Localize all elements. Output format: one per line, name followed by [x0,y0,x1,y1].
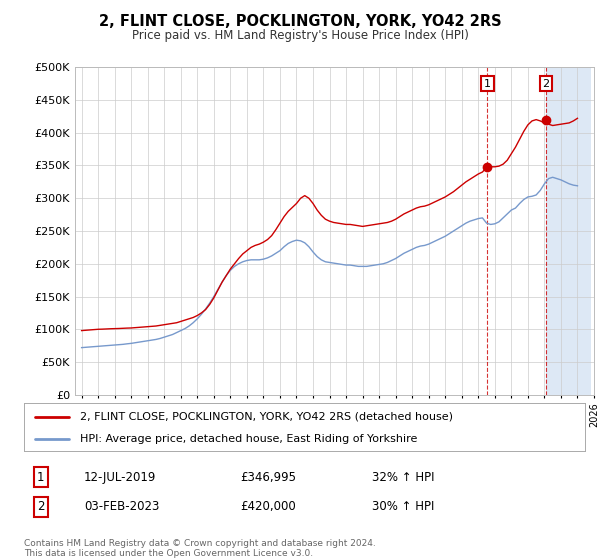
Text: Price paid vs. HM Land Registry's House Price Index (HPI): Price paid vs. HM Land Registry's House … [131,29,469,42]
Bar [546,67,590,395]
Text: Contains HM Land Registry data © Crown copyright and database right 2024.
This d: Contains HM Land Registry data © Crown c… [24,539,376,558]
Text: 2: 2 [37,500,44,514]
Text: HPI: Average price, detached house, East Riding of Yorkshire: HPI: Average price, detached house, East… [80,434,418,444]
Text: £346,995: £346,995 [240,470,296,484]
Text: 2, FLINT CLOSE, POCKLINGTON, YORK, YO42 2RS (detached house): 2, FLINT CLOSE, POCKLINGTON, YORK, YO42 … [80,412,453,422]
Text: 1: 1 [37,470,44,484]
Text: 32% ↑ HPI: 32% ↑ HPI [372,470,434,484]
Text: 03-FEB-2023: 03-FEB-2023 [84,500,160,514]
Text: £420,000: £420,000 [240,500,296,514]
Text: 30% ↑ HPI: 30% ↑ HPI [372,500,434,514]
Text: 2: 2 [542,78,550,88]
Text: 12-JUL-2019: 12-JUL-2019 [84,470,157,484]
Text: 1: 1 [484,78,491,88]
Text: 2, FLINT CLOSE, POCKLINGTON, YORK, YO42 2RS: 2, FLINT CLOSE, POCKLINGTON, YORK, YO42 … [98,14,502,29]
